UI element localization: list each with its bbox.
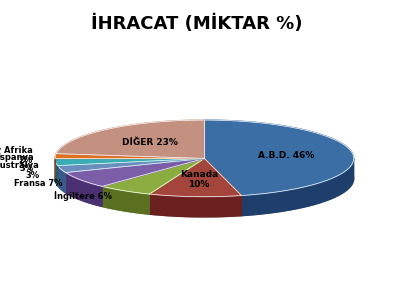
- Polygon shape: [55, 158, 58, 186]
- Polygon shape: [58, 166, 66, 193]
- Ellipse shape: [55, 140, 354, 217]
- Text: DİĞER 23%: DİĞER 23%: [122, 138, 178, 147]
- Polygon shape: [66, 158, 204, 186]
- Polygon shape: [66, 173, 102, 206]
- Text: Kanada
10%: Kanada 10%: [180, 170, 219, 189]
- Text: Fransa 7%: Fransa 7%: [14, 179, 62, 188]
- Polygon shape: [55, 158, 204, 166]
- Polygon shape: [56, 120, 204, 158]
- Text: İHRACAT (MİKTAR %): İHRACAT (MİKTAR %): [91, 14, 302, 33]
- Polygon shape: [102, 158, 204, 194]
- Polygon shape: [102, 186, 149, 214]
- Text: A.B.D. 46%: A.B.D. 46%: [258, 151, 314, 160]
- Text: İngiltere 6%: İngiltere 6%: [54, 191, 112, 200]
- Polygon shape: [149, 194, 242, 217]
- Text: İspanya
3%: İspanya 3%: [0, 152, 33, 173]
- Polygon shape: [204, 120, 354, 196]
- Polygon shape: [55, 154, 204, 158]
- Polygon shape: [242, 159, 354, 216]
- Polygon shape: [58, 158, 204, 173]
- Text: Avustralya
3%: Avustralya 3%: [0, 161, 39, 180]
- Polygon shape: [149, 158, 242, 197]
- Text: Güney Afrika
2%: Güney Afrika 2%: [0, 146, 33, 165]
